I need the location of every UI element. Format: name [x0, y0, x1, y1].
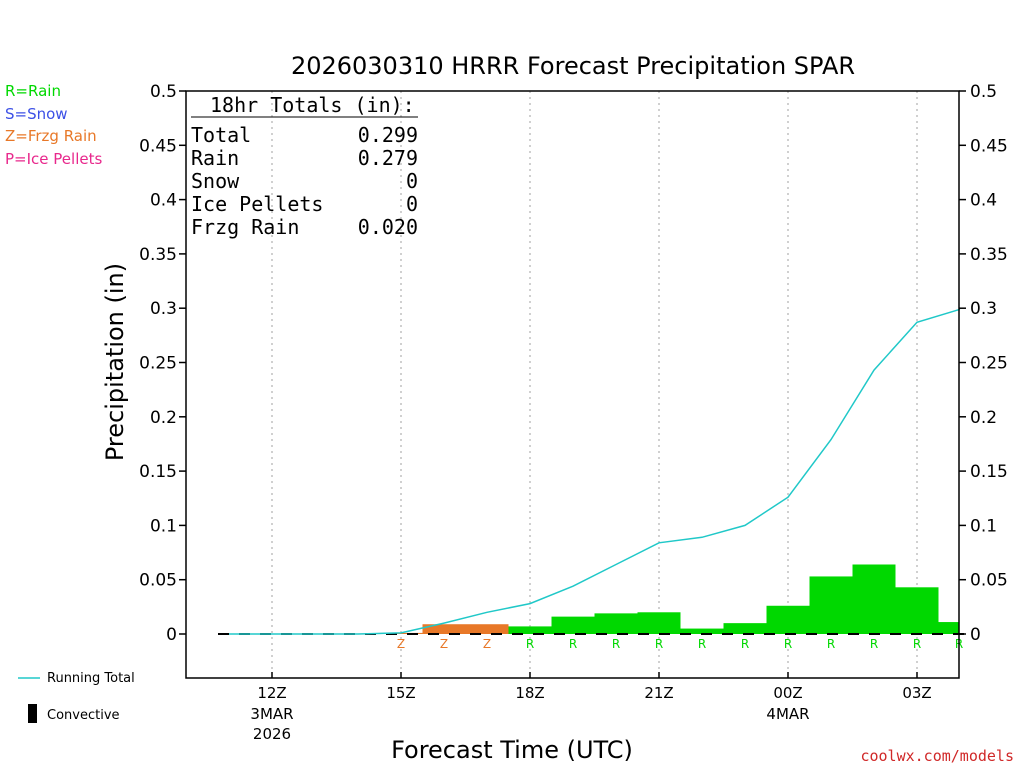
precip-type-marker: R — [698, 637, 706, 651]
precip-type-marker: R — [784, 637, 792, 651]
y-tick-label-left: 0.45 — [139, 136, 177, 156]
precip-bar — [680, 628, 724, 634]
y-tick-label-right: 0.35 — [970, 245, 1008, 265]
precip-bar — [508, 626, 552, 634]
y-tick-label-right: 0.45 — [970, 136, 1008, 156]
precip-bar — [938, 622, 959, 634]
x-axis-label: Forecast Time (UTC) — [391, 736, 633, 764]
totals-row-label: Snow — [191, 169, 240, 193]
y-tick-label-right: 0.4 — [970, 191, 997, 211]
precip-type-marker: Z — [440, 637, 448, 651]
y-tick-label-right: 0.1 — [970, 516, 997, 536]
x-tick-date-label: 3MAR — [250, 705, 293, 723]
precip-bar — [551, 616, 595, 634]
y-tick-label-left: 0.15 — [139, 462, 177, 482]
precip-type-marker: R — [870, 637, 878, 651]
precip-bar — [895, 587, 939, 634]
x-tick-label: 03Z — [902, 684, 931, 702]
precip-bar — [852, 564, 896, 634]
legend-convective: Convective — [47, 708, 120, 723]
precip-bar — [766, 605, 810, 634]
totals-row-value: 0.020 — [358, 215, 418, 239]
y-tick-label-left: 0.2 — [150, 408, 177, 428]
y-tick-label-left: 0.3 — [150, 299, 177, 319]
y-tick-label-left: 0.05 — [139, 571, 177, 591]
y-tick-label-right: 0.25 — [970, 354, 1008, 374]
precip-type-marker: R — [827, 637, 835, 651]
convective-legend-swatch — [28, 704, 37, 723]
precip-type-marker: R — [741, 637, 749, 651]
y-tick-label-right: 0.2 — [970, 408, 997, 428]
totals-row-value: 0.299 — [358, 123, 418, 147]
legend-running-total: Running Total — [47, 671, 135, 686]
y-axis-label: Precipitation (in) — [101, 263, 129, 461]
precip-type-marker: R — [612, 637, 620, 651]
plot-frame — [185, 90, 960, 679]
y-tick-label-left: 0.35 — [139, 245, 177, 265]
running-total-line — [229, 308, 961, 635]
x-tick-label: 15Z — [386, 684, 415, 702]
y-tick-label-right: 0 — [970, 625, 981, 645]
y-tick-label-left: 0.1 — [150, 516, 177, 536]
precip-type-marker: Z — [483, 637, 491, 651]
precip-type-marker: Z — [397, 637, 405, 651]
x-tick-label: 00Z — [773, 684, 802, 702]
x-tick-label: 12Z — [257, 684, 286, 702]
totals-rows: Total 0.299 Rain 0.279 Snow 0 Ice Pellets 0 Frzg… — [191, 123, 418, 239]
watermark: coolwx.com/models — [860, 747, 1014, 765]
totals-heading: 18hr Totals (in): — [210, 93, 415, 117]
x-tick-label: 18Z — [515, 684, 544, 702]
precip-bar — [422, 624, 466, 634]
x-tick-year-label: 2026 — [253, 725, 291, 743]
x-tick-label: 21Z — [644, 684, 673, 702]
grid — [271, 91, 918, 678]
legend-ice-pellets: P=Ice Pellets — [5, 150, 102, 168]
x-axis: 12Z 3MAR 2026 15Z 18Z 21Z 00Z 4MAR 03Z — [250, 672, 932, 743]
precip-type-marker: R — [913, 637, 921, 651]
totals-row-label: Frzg Rain — [191, 215, 299, 239]
precip-bar — [465, 624, 509, 634]
legend-snow: S=Snow — [5, 105, 68, 123]
precip-bar — [637, 612, 681, 634]
precip-bar — [809, 576, 853, 634]
x-tick-date-label: 4MAR — [766, 705, 809, 723]
totals-box: 18hr Totals (in): Total 0.299 Rain 0.279 Sno… — [191, 93, 418, 239]
y-tick-label-right: 0.15 — [970, 462, 1008, 482]
legend-rain: R=Rain — [5, 82, 61, 100]
totals-row-label: Total — [191, 123, 251, 147]
y-tick-label-right: 0.3 — [970, 299, 997, 319]
bars — [379, 564, 959, 634]
totals-row-label: Ice Pellets — [191, 192, 323, 216]
y-tick-label-left: 0.5 — [150, 82, 177, 102]
totals-row-value: 0 — [406, 169, 418, 193]
precip-type-marker: R — [526, 637, 534, 651]
precip-type-marker: R — [655, 637, 663, 651]
y-tick-label-right: 0.05 — [970, 571, 1008, 591]
precip-type-marker: R — [569, 637, 577, 651]
totals-row-value: 0.279 — [358, 146, 418, 170]
legend-frzg-rain: Z=Frzg Rain — [5, 127, 97, 145]
precip-bar — [723, 623, 767, 634]
y-tick-label-left: 0.4 — [150, 191, 177, 211]
chart-title: 2026030310 HRRR Forecast Precipitation S… — [291, 52, 855, 80]
y-tick-label-left: 0 — [166, 625, 177, 645]
y-tick-label-right: 0.5 — [970, 82, 997, 102]
totals-row-value: 0 — [406, 192, 418, 216]
y-axis: 0 00.05 0.050.1 0.10.15 0.150.2 0.20.25 0.250.… — [139, 82, 1008, 645]
precip-bar — [594, 613, 638, 634]
totals-row-label: Rain — [191, 146, 239, 170]
y-tick-label-left: 0.25 — [139, 354, 177, 374]
